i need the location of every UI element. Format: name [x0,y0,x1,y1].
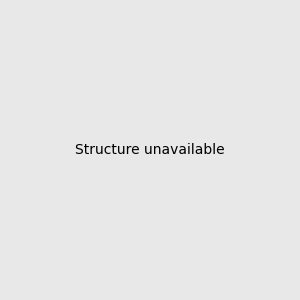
Text: Structure unavailable: Structure unavailable [75,143,225,157]
